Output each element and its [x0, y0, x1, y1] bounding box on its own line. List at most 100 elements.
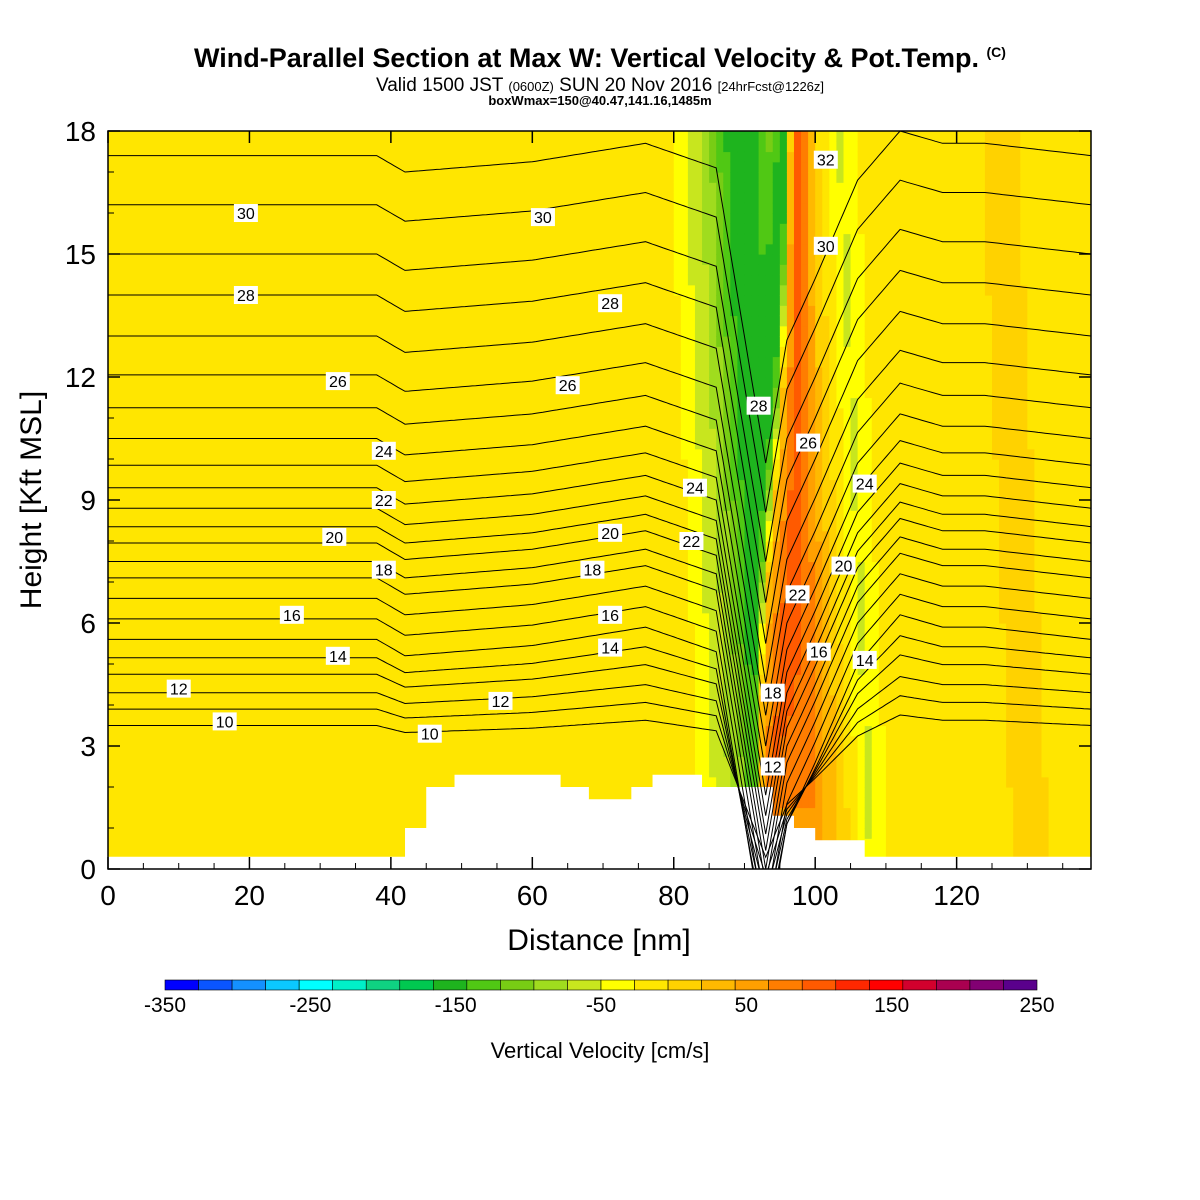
colorbar-swatch: [466, 979, 501, 991]
colorbar-swatch: [433, 979, 468, 991]
contour-label: 18: [760, 683, 785, 703]
contour-label: 20: [322, 527, 347, 547]
colorbar-swatch: [600, 979, 635, 991]
contour-label: 16: [806, 642, 831, 662]
contour-label: 20: [831, 556, 856, 576]
colorbar-swatch: [365, 979, 401, 991]
colorbar-label: Vertical Velocity [cm/s]: [491, 1038, 710, 1063]
colorbar-swatch: [801, 979, 837, 991]
colorbar-swatch: [567, 979, 602, 991]
contour-label: 12: [166, 679, 191, 699]
contour-label: 22: [679, 532, 704, 551]
isentrope-28: [108, 310, 1091, 644]
colorbar-swatch: [936, 979, 971, 991]
colorbar-swatch: [902, 979, 937, 991]
contour-label: 10: [212, 712, 237, 731]
isentrope-10: [108, 714, 1091, 859]
x-tick-label: 60: [517, 880, 548, 911]
isentrope-21: [108, 501, 1091, 835]
contour-label: 16: [598, 605, 623, 625]
isentrope-32: [108, 131, 1091, 464]
contour-label: 24: [371, 441, 396, 461]
y-tick-label: 0: [80, 854, 96, 885]
contour-label: 22: [371, 491, 396, 510]
isentrope-15: [108, 614, 1091, 869]
chart-title: Wind-Parallel Section at Max W: Vertical…: [194, 43, 1006, 73]
contour-label: 18: [371, 560, 396, 580]
contour-label: 28: [746, 396, 771, 416]
contour-label: 30: [813, 236, 838, 256]
isentrope-24: [108, 440, 1091, 773]
x-tick-label: 120: [933, 880, 980, 911]
isentrope-31: [108, 179, 1091, 513]
colorbar-swatch: [533, 979, 568, 991]
contour-label: 20: [598, 523, 623, 543]
colorbar-tick-label: -150: [435, 994, 477, 1017]
isentrope-29: [108, 269, 1091, 603]
contour-label: 26: [796, 433, 821, 453]
x-tick-label: 20: [234, 880, 265, 911]
y-tick-label: 18: [65, 116, 96, 147]
colorbar-swatch: [1003, 979, 1038, 991]
contour-label: 14: [852, 650, 877, 670]
contour-label: 14: [325, 646, 350, 666]
colorbar-swatch: [298, 979, 333, 991]
y-tick-label: 6: [80, 608, 96, 639]
contour-label: 28: [598, 294, 623, 313]
colorbar-tick-label: -350: [144, 994, 186, 1017]
isentrope-22: [108, 483, 1091, 816]
isentrope-26: [108, 382, 1091, 716]
x-tick-label: 40: [375, 880, 406, 911]
colorbar-swatch: [969, 979, 1004, 991]
colorbar-tick-label: -250: [289, 994, 331, 1017]
isentrope-contours: [108, 131, 1091, 869]
x-tick-label: 100: [792, 880, 839, 911]
isentrope-25: [108, 413, 1091, 747]
y-tick-label: 9: [80, 485, 96, 516]
terrain-shape: [108, 774, 1091, 869]
colorbar-swatch: [869, 979, 904, 991]
axes: 0 20 40 60 80 100 120 0 3 6 9 12 15 18: [65, 116, 1091, 911]
colorbar-swatch: [634, 979, 669, 991]
isentrope-27: [108, 349, 1091, 683]
colorbar-swatch: [734, 979, 769, 991]
colorbar-tick-label: 50: [735, 994, 758, 1017]
colorbar-swatch: [667, 979, 702, 991]
contour-labels: 30 30 32 30 28 28 26 26 28 26 24 24 24 22 22 20 20 20 18 18…: [166, 150, 877, 777]
contour-label: 28: [233, 286, 258, 305]
isentrope-30: [108, 228, 1091, 562]
colorbar-swatch: [198, 979, 233, 991]
contour-label: 12: [488, 691, 513, 711]
colorbar-swatch: [701, 979, 736, 991]
chart-subtitle: Valid 1500 JST (0600Z) SUN 20 Nov 2016 […: [375, 75, 825, 96]
isentrope-11: [108, 695, 1091, 869]
isentrope-23: [108, 462, 1091, 796]
contour-label: 24: [852, 474, 877, 494]
contour-label: 30: [233, 204, 258, 223]
isentrope-17: [108, 573, 1091, 869]
y-tick-label: 12: [65, 362, 96, 393]
contour-label: 26: [555, 376, 580, 395]
contour-label: 32: [813, 150, 838, 170]
x-axis-label: Distance [nm]: [507, 924, 690, 957]
colorbar-tick-label: -50: [586, 994, 616, 1017]
contour-label: 22: [785, 585, 810, 604]
isentrope-19: [108, 536, 1091, 869]
chart-box-info: boxWmax=150@40.47,141.16,1485m: [488, 93, 712, 108]
y-tick-label: 3: [80, 731, 96, 762]
contour-label: 12: [760, 757, 785, 777]
contour-label: 10: [417, 724, 442, 744]
x-tick-label: 80: [658, 880, 689, 911]
colorbar-tick-label: 150: [874, 994, 909, 1017]
colorbar-swatch: [399, 979, 434, 991]
contour-label: 30: [530, 208, 555, 227]
contour-label: 24: [682, 478, 707, 498]
isentrope-13: [108, 654, 1091, 869]
terrain-mask: [108, 774, 1091, 869]
isentrope-12: [108, 675, 1091, 869]
contour-label: 14: [598, 638, 623, 658]
colorbar-tick-label: 250: [1019, 994, 1054, 1017]
contour-label: 18: [580, 560, 605, 580]
colorbar-swatch: [164, 979, 199, 991]
